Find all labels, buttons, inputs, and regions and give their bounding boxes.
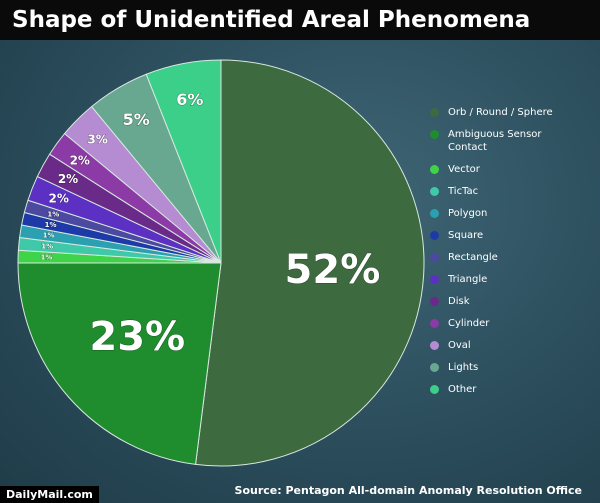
legend-marker [430, 341, 439, 350]
legend-marker [430, 319, 439, 328]
legend-item: Rectangle [430, 251, 558, 264]
legend-marker [430, 231, 439, 240]
legend-label: Polygon [448, 208, 488, 219]
legend-marker [430, 209, 439, 218]
data-label: 1% [47, 210, 59, 218]
legend-marker [430, 187, 439, 196]
source: Source: Pentagon All-domain Anomaly Reso… [234, 484, 582, 497]
legend-marker [430, 297, 439, 306]
legend-item: Oval [430, 339, 558, 352]
legend-item: Vector [430, 163, 558, 176]
data-label: 1% [45, 221, 57, 229]
pie-slice [194, 59, 425, 467]
data-label: 2% [70, 153, 90, 167]
legend-marker [430, 385, 439, 394]
chart-title: Shape of Unidentified Areal Phenomena [0, 0, 600, 40]
legend-item: Square [430, 229, 558, 242]
data-label: 1% [41, 254, 53, 262]
data-label: 2% [58, 172, 78, 186]
legend-item: Cylinder [430, 317, 558, 330]
legend-label: Triangle [448, 274, 488, 285]
legend-label: Square [448, 230, 484, 241]
brand: DailyMail.com [0, 486, 99, 503]
legend-marker [430, 108, 439, 117]
data-label: 3% [87, 133, 107, 147]
legend-marker [430, 253, 439, 262]
legend-label: Lights [448, 362, 479, 373]
legend-label: Rectangle [448, 252, 498, 263]
legend-item: Ambiguous Sensor Contact [430, 128, 558, 154]
data-label: 52% [285, 247, 381, 293]
legend-item: Polygon [430, 207, 558, 220]
legend-item: Triangle [430, 273, 558, 286]
legend-label: Orb / Round / Sphere [448, 107, 553, 118]
data-label: 1% [41, 243, 53, 251]
legend-marker [430, 165, 439, 174]
legend-label: Vector [448, 164, 480, 175]
legend-marker [430, 275, 439, 284]
legend-label: Cylinder [448, 318, 490, 329]
legend-label: Other [448, 384, 477, 395]
data-label: 2% [48, 192, 68, 206]
pie-slice [17, 262, 222, 465]
legend-label: Ambiguous Sensor Contact [448, 129, 542, 153]
data-label: 23% [89, 314, 185, 360]
legend-label: Disk [448, 296, 470, 307]
data-label: 6% [176, 90, 203, 109]
data-label: 1% [43, 232, 55, 240]
legend-item: Disk [430, 295, 558, 308]
pie-slice [145, 59, 222, 264]
data-label: 5% [123, 110, 150, 129]
legend-marker [430, 363, 439, 372]
legend-item: Other [430, 383, 558, 396]
legend-item: Lights [430, 361, 558, 374]
legend-label: Oval [448, 340, 471, 351]
legend-item: Orb / Round / Sphere [430, 106, 558, 119]
legend-item: TicTac [430, 185, 558, 198]
legend-label: TicTac [448, 186, 479, 197]
legend: Orb / Round / Sphere Ambiguous Sensor Con… [430, 106, 580, 405]
legend-marker [430, 130, 439, 139]
